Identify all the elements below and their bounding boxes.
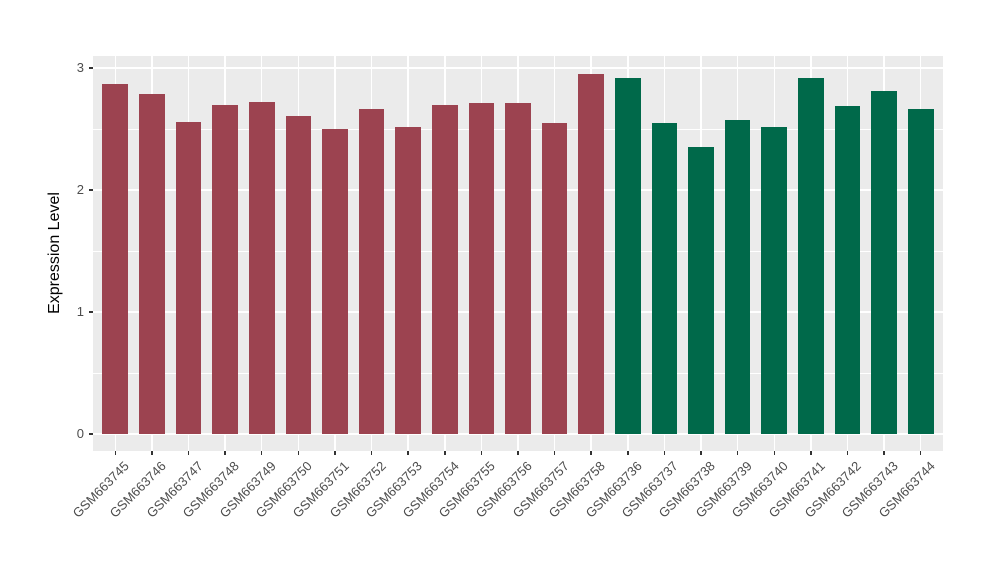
- bar: [322, 129, 348, 434]
- bar: [212, 104, 238, 434]
- x-tick-mark: [370, 451, 373, 455]
- plot-panel: [93, 56, 943, 451]
- y-axis-title: Expression Level: [46, 192, 63, 314]
- x-tick-mark: [114, 451, 117, 455]
- x-tick-mark: [480, 451, 483, 455]
- x-tick-mark: [627, 451, 629, 455]
- bar: [761, 126, 788, 434]
- bar: [139, 93, 165, 434]
- y-tick-label: 1: [76, 304, 84, 319]
- y-tick-label: 0: [76, 426, 84, 441]
- bar: [431, 104, 458, 434]
- bar: [871, 91, 897, 434]
- bar: [651, 122, 678, 434]
- x-tick-mark: [407, 451, 409, 455]
- bar: [688, 147, 714, 434]
- x-tick-mark: [846, 451, 849, 455]
- x-tick-mark: [517, 451, 519, 455]
- x-tick-mark: [444, 451, 446, 455]
- bar: [505, 103, 531, 434]
- bar: [834, 105, 861, 434]
- bar: [615, 77, 641, 434]
- x-tick-mark: [297, 451, 300, 455]
- bar: [724, 120, 751, 434]
- y-tick-label: 2: [76, 182, 84, 197]
- y-tick-mark: [89, 67, 93, 69]
- x-tick-mark: [663, 451, 666, 455]
- bar: [578, 74, 605, 434]
- y-tick-mark: [89, 311, 93, 313]
- bar: [285, 115, 312, 434]
- x-tick-mark: [700, 451, 702, 455]
- x-tick-mark: [919, 451, 922, 455]
- x-tick-mark: [810, 451, 812, 455]
- x-tick-mark: [590, 451, 592, 455]
- y-tick-mark: [89, 433, 93, 435]
- x-tick-mark: [151, 451, 153, 455]
- bar: [468, 103, 495, 434]
- x-tick-mark: [883, 451, 885, 455]
- bar: [358, 109, 385, 434]
- bar: [248, 102, 275, 434]
- x-tick-mark: [553, 451, 556, 455]
- bar: [102, 83, 129, 434]
- x-tick-mark: [224, 451, 226, 455]
- x-tick-mark: [260, 451, 263, 455]
- x-tick-mark: [334, 451, 336, 455]
- x-tick-mark: [736, 451, 739, 455]
- x-tick-mark: [187, 451, 190, 455]
- bar: [907, 109, 934, 434]
- bar: [395, 126, 421, 434]
- y-tick-mark: [89, 189, 93, 191]
- x-tick-mark: [773, 451, 775, 455]
- bar: [541, 122, 568, 434]
- bar: [175, 121, 202, 434]
- bar: [798, 77, 824, 434]
- y-tick-label: 3: [76, 60, 84, 75]
